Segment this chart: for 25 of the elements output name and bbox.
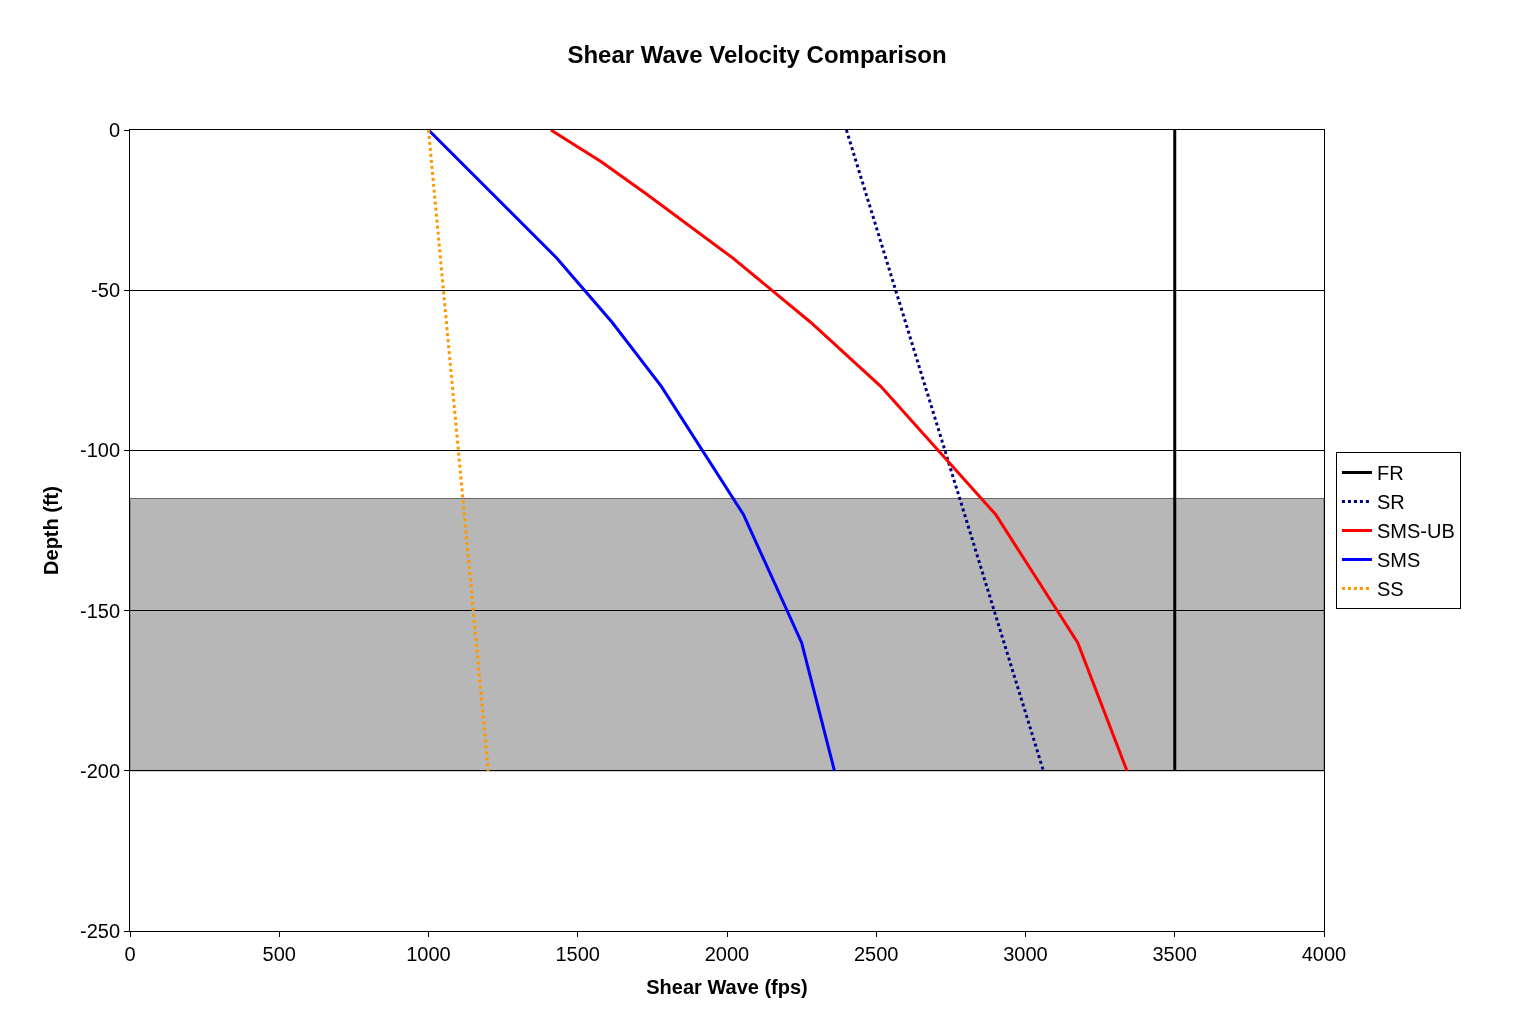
line-series — [427, 130, 836, 773]
legend-label: SMS-UB — [1376, 520, 1455, 543]
legend-label: SMS — [1376, 549, 1421, 572]
legend-label: SR — [1376, 491, 1405, 514]
y-axis-title: Depth (ft) — [40, 486, 63, 575]
x-tick-label: 2500 — [854, 943, 899, 965]
x-tick-label: 500 — [262, 943, 296, 965]
y-tick-label: 0 — [108, 119, 120, 141]
y-tick-label: -250 — [79, 920, 120, 942]
x-tick-label: 0 — [124, 943, 136, 965]
y-tick-label: -50 — [91, 279, 120, 302]
x-tick-label: 1000 — [406, 943, 451, 965]
line-series — [549, 130, 1129, 773]
y-tick-label: -100 — [79, 439, 120, 462]
y-tick-label: -200 — [79, 759, 120, 782]
x-axis-title: Shear Wave (fps) — [646, 975, 808, 998]
x-tick-label: 3500 — [1152, 943, 1197, 965]
x-tick-label: 4000 — [1301, 943, 1347, 965]
legend-label: FR — [1376, 462, 1404, 485]
legend-label: SS — [1376, 578, 1404, 601]
x-tick-label: 3000 — [1003, 943, 1048, 965]
x-tick-label: 2000 — [704, 943, 750, 965]
chart-title: Shear Wave Velocity Comparison — [567, 41, 947, 69]
x-tick-label: 1500 — [555, 943, 600, 965]
y-tick-label: -150 — [79, 599, 120, 622]
